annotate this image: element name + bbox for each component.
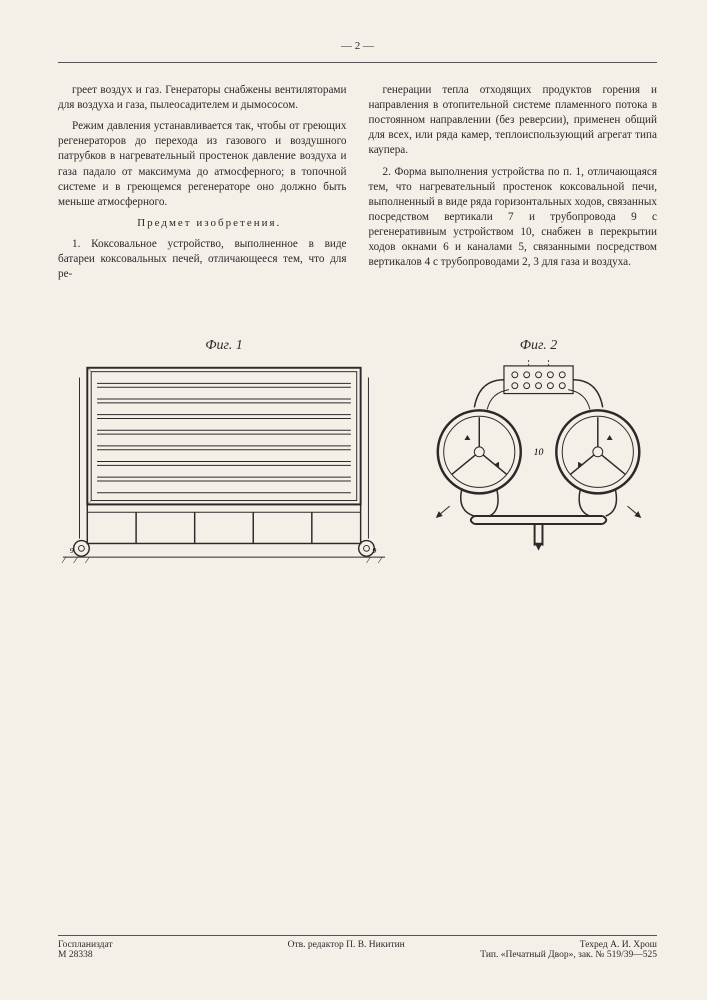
subject-heading: Предмет изобретения. <box>58 216 347 231</box>
footer-right2: Тип. «Печатный Двор», зак. № 519/39—525 <box>480 950 657 960</box>
top-rule <box>58 62 657 63</box>
text-columns: греет воздух и газ. Генераторы снабжены … <box>58 83 657 288</box>
footer-left2: М 28338 <box>58 950 93 960</box>
figure-1-container: Фиг. 1 <box>58 338 390 573</box>
page-number: — 2 — <box>58 40 657 52</box>
footer-rule <box>58 935 657 936</box>
left-p2: Режим давления устанавливается так, чтоб… <box>58 119 347 210</box>
footer: Госпланиздат Отв. редактор П. В. Никитин… <box>58 935 657 960</box>
left-column: греет воздух и газ. Генераторы снабжены … <box>58 83 347 288</box>
right-p2: 2. Форма выполнения устройства по п. 1, … <box>369 165 658 271</box>
figure-1-drawing: 9 9 <box>58 358 390 573</box>
right-column: генерации тепла отходящих продуктов горе… <box>369 83 658 288</box>
svg-text:9: 9 <box>372 546 376 555</box>
left-p1: греет воздух и газ. Генераторы снабжены … <box>58 83 347 113</box>
footer-left1: Госпланиздат <box>58 940 113 950</box>
right-p1: генерации тепла отходящих продуктов горе… <box>369 83 658 159</box>
figure-2-container: Фиг. 2 <box>420 338 657 565</box>
svg-text:9: 9 <box>70 546 74 555</box>
footer-right1: Техред А. И. Хрош <box>580 940 657 950</box>
figure-1-label: Фиг. 1 <box>58 338 390 354</box>
figure-2-label-10: 10 <box>534 447 544 458</box>
figure-2-drawing: 10 <box>420 358 657 565</box>
left-p3: 1. Коксовальное устройство, выполненное … <box>58 237 347 282</box>
footer-mid: Отв. редактор П. В. Никитин <box>288 940 405 950</box>
figure-2-label: Фиг. 2 <box>420 338 657 354</box>
figures-row: Фиг. 1 <box>58 338 657 573</box>
